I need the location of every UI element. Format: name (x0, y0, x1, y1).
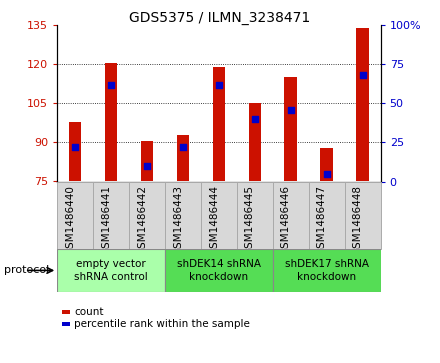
Bar (105, 63, 117, 182)
Bar (273, 182, 309, 249)
Bar (57, 249, 165, 292)
Text: GSM1486446: GSM1486446 (281, 185, 291, 255)
Text: GSM1486448: GSM1486448 (352, 185, 363, 255)
Text: shDEK14 shRNA
knockdown: shDEK14 shRNA knockdown (177, 259, 261, 282)
Point (180, 144, 187, 150)
Bar (141, 141, 153, 182)
Point (72, 144, 79, 150)
Text: protocol: protocol (4, 265, 50, 276)
Bar (273, 249, 381, 292)
Text: GSM1486445: GSM1486445 (245, 185, 255, 255)
Text: GSM1486444: GSM1486444 (209, 185, 219, 255)
Bar (309, 182, 345, 249)
Bar (201, 182, 237, 249)
Bar (320, 148, 333, 182)
Text: GDS5375 / ILMN_3238471: GDS5375 / ILMN_3238471 (129, 11, 311, 25)
Point (108, 82, 115, 87)
Text: percentile rank within the sample: percentile rank within the sample (74, 319, 250, 329)
Bar (93, 182, 129, 249)
Bar (249, 103, 261, 182)
Bar (165, 249, 273, 292)
Bar (213, 67, 225, 182)
Point (143, 163, 150, 169)
Point (251, 116, 258, 122)
Text: shDEK17 shRNA
knockdown: shDEK17 shRNA knockdown (285, 259, 369, 282)
Bar (69, 122, 81, 182)
Bar (57, 182, 93, 249)
Text: GSM1486442: GSM1486442 (137, 185, 147, 255)
Text: GSM1486447: GSM1486447 (317, 185, 326, 255)
Bar (356, 28, 369, 182)
Point (359, 73, 366, 78)
Bar (177, 135, 189, 182)
Text: GSM1486441: GSM1486441 (101, 185, 111, 255)
Text: GSM1486443: GSM1486443 (173, 185, 183, 255)
Bar (345, 182, 381, 249)
Bar (165, 182, 201, 249)
Point (287, 107, 294, 113)
Text: GSM1486440: GSM1486440 (65, 185, 75, 255)
Point (323, 171, 330, 176)
Text: count: count (74, 307, 103, 317)
Bar (285, 77, 297, 182)
Point (216, 82, 223, 87)
Text: empty vector
shRNA control: empty vector shRNA control (74, 259, 148, 282)
Bar (129, 182, 165, 249)
Bar (237, 182, 273, 249)
